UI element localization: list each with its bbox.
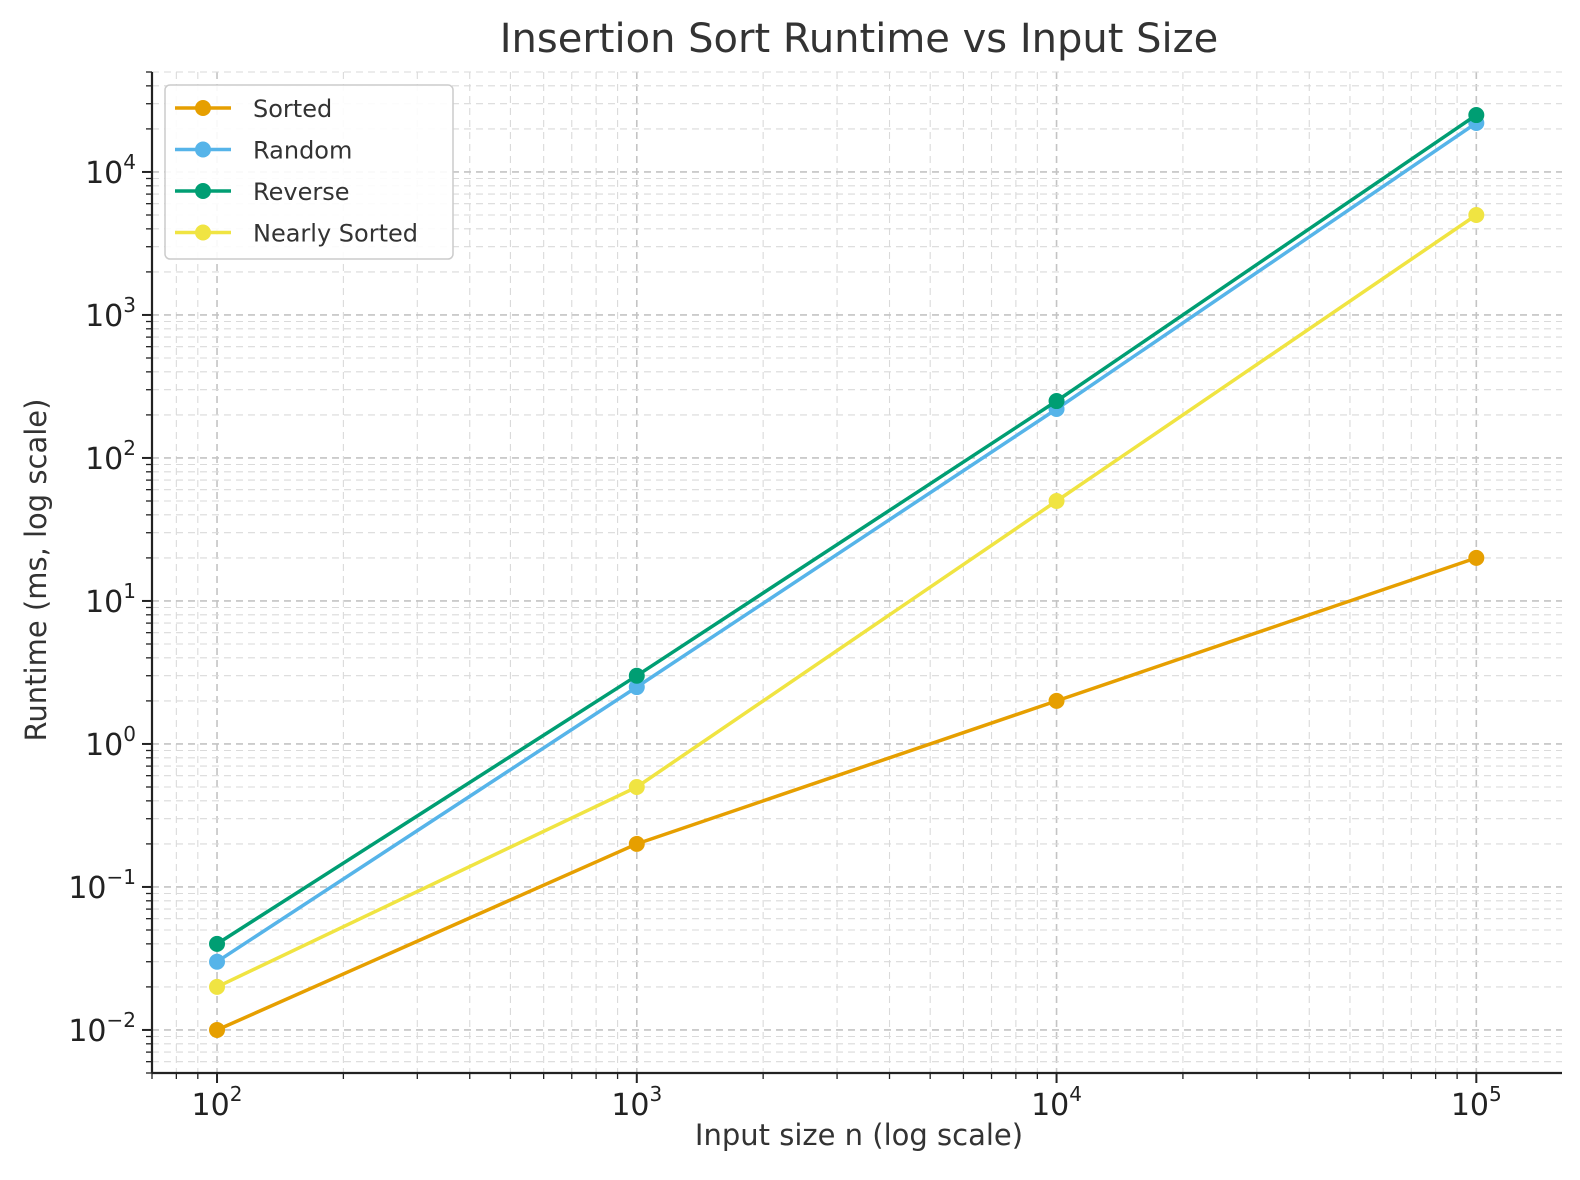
y-tick-label: 10−2 xyxy=(68,1008,136,1049)
y-tick-label: 103 xyxy=(85,293,136,334)
legend-label-random: Random xyxy=(253,137,352,165)
y-tick-label: 100 xyxy=(85,722,136,763)
legend-box xyxy=(164,84,454,260)
y-axis-label: Runtime (ms, log scale) xyxy=(19,399,53,742)
y-tick-label: 10−1 xyxy=(68,865,136,906)
axes: 102 103 104 105 10−2 10−1 100 101 102 103 104 xyxy=(68,71,1562,1123)
series-line-random xyxy=(216,121,1478,964)
legend-marker-nearly-sorted xyxy=(195,224,211,241)
data-point-reverse xyxy=(209,935,226,952)
data-point-nearly-sorted xyxy=(1048,493,1065,509)
legend-marker-reverse xyxy=(195,183,211,199)
legend-label-nearly-sorted: Nearly Sorted xyxy=(253,220,418,248)
data-point-reverse xyxy=(1048,393,1065,410)
x-tick-label: 102 xyxy=(192,1082,243,1123)
data-point-random xyxy=(209,953,226,970)
data-point-reverse xyxy=(628,667,645,684)
data-point-nearly-sorted xyxy=(628,779,645,795)
data-point-sorted xyxy=(1048,692,1065,709)
series-line-nearly-sorted xyxy=(216,213,1478,989)
chart-title: Insertion Sort Runtime vs Input Size xyxy=(500,16,1219,62)
y-tick-label: 102 xyxy=(85,436,136,477)
x-tick-label: 103 xyxy=(611,1082,662,1123)
x-tick-label: 104 xyxy=(1031,1082,1082,1123)
data-point-random xyxy=(628,679,645,696)
data-point-nearly-sorted xyxy=(209,978,226,995)
legend-marker-random xyxy=(195,141,211,158)
series-lines xyxy=(209,107,1485,1038)
y-tick-label: 101 xyxy=(85,579,136,620)
x-axis-label: Input size n (log scale) xyxy=(695,1118,1023,1152)
y-tick-label: 104 xyxy=(85,150,136,191)
series-line-sorted xyxy=(216,556,1477,1032)
legend: Sorted Random Reverse Nearly Sorted xyxy=(164,84,454,260)
data-point-sorted xyxy=(1468,549,1485,566)
data-point-reverse xyxy=(1468,107,1485,124)
legend-label-sorted: Sorted xyxy=(253,95,332,123)
legend-label-reverse: Reverse xyxy=(253,178,349,206)
data-point-nearly-sorted xyxy=(1468,207,1485,223)
data-point-sorted xyxy=(209,1021,226,1038)
x-tick-label: 105 xyxy=(1451,1082,1502,1123)
series-line-reverse xyxy=(216,113,1478,946)
data-point-sorted xyxy=(628,835,645,852)
legend-marker-sorted xyxy=(195,100,211,116)
